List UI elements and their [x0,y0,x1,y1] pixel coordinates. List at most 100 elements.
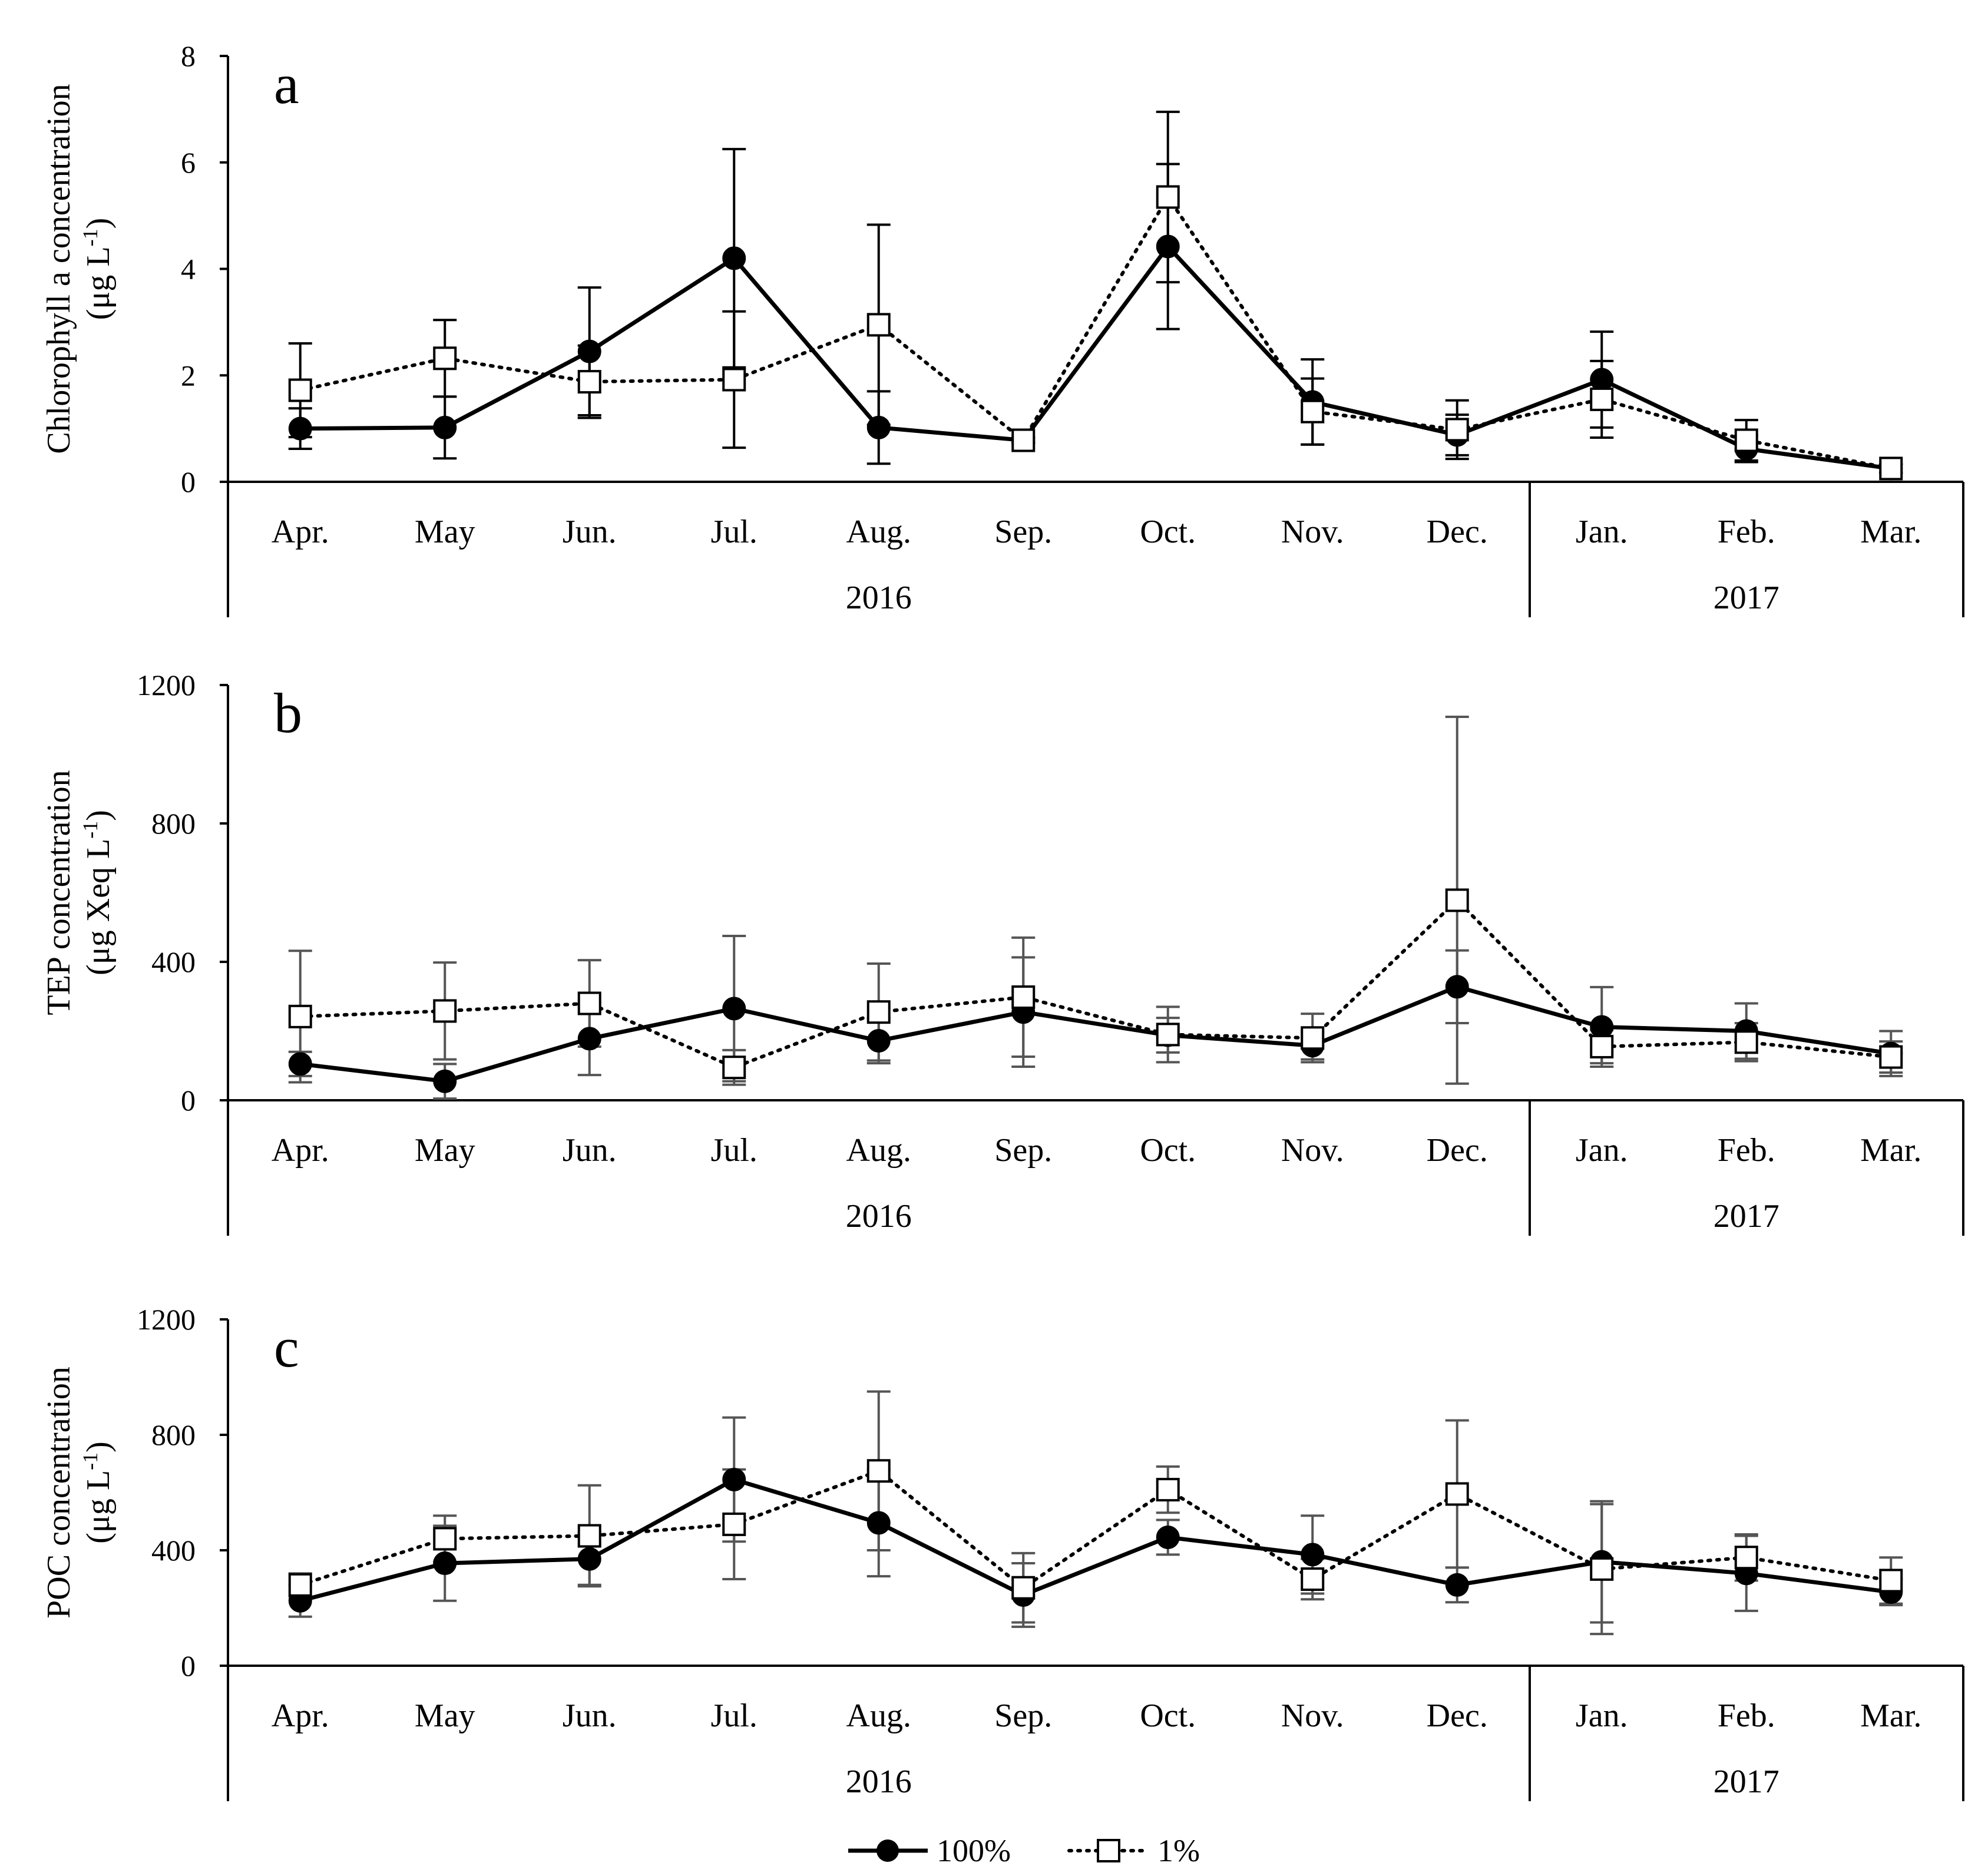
data-point-1 [1156,1478,1180,1502]
x-category-label: May [415,1132,475,1169]
legend: 100% 1% [848,1833,1200,1868]
data-point-1 [1879,456,1903,481]
x-category-label: Aug. [846,1698,911,1734]
y-axis-unit: (μg Xeq L-1) [78,810,117,975]
x-category-label: Jul. [711,514,758,550]
x-category-label: Mar. [1860,1698,1921,1734]
data-point-1 [1590,1034,1614,1058]
data-point-1 [722,1512,746,1536]
data-point-100 [866,1511,891,1535]
data-point-100 [577,1027,601,1051]
data-point-1 [1445,418,1469,442]
x-category-label: Aug. [846,514,911,550]
data-point-1 [433,999,457,1023]
data-point-1 [1590,1557,1614,1581]
data-point-100 [1301,1543,1325,1567]
y-tick-label: 0 [181,465,196,498]
x-category-label: Sep. [994,1132,1052,1169]
data-point-100 [433,1069,457,1093]
x-category-label: Jun. [563,1698,617,1734]
x-category-label: Mar. [1860,514,1921,550]
data-point-100 [722,997,746,1021]
y-tick-label: 1200 [137,669,196,702]
data-point-1 [722,1056,746,1080]
data-point-1 [1879,1569,1903,1593]
series-line-dotted [298,898,1893,1070]
x-category-label: Nov. [1281,1698,1344,1734]
data-point-100 [433,415,457,439]
data-point-1 [866,1000,891,1024]
x-category-label: Sep. [994,514,1052,550]
data-point-100 [577,1547,601,1571]
y-axis-title: POC concentration [41,1367,77,1619]
x-year-label: 2017 [1714,1198,1779,1235]
data-point-1 [288,378,312,402]
x-category-label: Nov. [1281,1132,1344,1169]
series-line-solid [299,1477,1891,1603]
data-point-1 [1734,1030,1758,1054]
data-point-1 [577,1524,601,1548]
x-category-label: Apr. [272,1132,329,1169]
x-category-label: Oct. [1140,1698,1196,1734]
x-category-label: Oct. [1140,1132,1196,1169]
data-point-1 [1301,399,1325,423]
data-point-1 [1734,428,1758,452]
legend-marker-square [1097,1839,1120,1862]
data-point-1 [1301,1567,1325,1591]
data-point-1 [1301,1026,1325,1050]
y-axis-title: TEP concentration [41,770,77,1015]
x-year-label: 2016 [846,580,912,616]
y-tick-label: 800 [151,807,196,840]
data-point-1 [577,991,601,1015]
series-line-solid [300,984,1891,1084]
y-axis-unit: (μg L-1) [78,1441,117,1544]
data-point-100 [288,416,312,441]
x-category-label: Jan. [1576,514,1628,550]
data-point-1 [1156,185,1180,209]
x-category-label: Apr. [272,1698,329,1734]
y-tick-label: 2 [181,359,196,392]
x-year-label: 2016 [846,1198,912,1235]
panel-letter: c [274,1316,299,1379]
y-tick-label: 1200 [137,1303,196,1336]
x-year-label: 2017 [1714,1763,1779,1800]
x-category-label: Feb. [1718,514,1775,550]
data-point-1 [722,368,746,392]
y-tick-label: 8 [181,39,196,72]
x-category-label: Dec. [1427,1698,1488,1734]
data-point-1 [577,370,601,394]
series-line-solid [300,243,1891,471]
data-point-1 [433,1527,457,1551]
x-category-label: Oct. [1140,514,1196,550]
y-tick-label: 0 [181,1084,196,1117]
data-point-1 [1011,1576,1036,1600]
chart-panel-a: 0 2 4 6 8 a Chlorophyll a concentration (μg L-1… [41,39,1964,617]
data-point-1 [1011,985,1036,1009]
x-category-label: Jul. [711,1132,758,1169]
y-axis-label: Chlorophyll a concentration (μg L-1) [41,84,117,454]
legend-label: 100% [937,1833,1011,1868]
y-tick-label: 6 [181,146,196,179]
x-category-label: Apr. [272,514,329,550]
data-point-100 [722,246,746,270]
x-category-label: Jan. [1576,1132,1628,1169]
x-category-label: Jul. [711,1698,758,1734]
x-category-label: Dec. [1427,514,1488,550]
data-point-1 [1879,1045,1903,1069]
data-point-100 [866,415,891,439]
x-category-label: May [415,1698,475,1734]
data-point-100 [1590,1015,1614,1039]
data-point-1 [1445,1482,1469,1506]
data-point-100 [288,1052,312,1076]
data-point-1 [288,1004,312,1028]
panel-letter: b [274,681,302,745]
x-category-label: Aug. [846,1132,911,1169]
y-tick-label: 400 [151,1534,196,1567]
data-point-100 [866,1028,891,1053]
data-point-100 [722,1467,746,1491]
data-point-1 [1590,387,1614,411]
data-point-1 [866,313,891,337]
data-point-1 [1011,428,1036,452]
y-axis-label: TEP concentration (μg Xeq L-1) [41,770,117,1015]
